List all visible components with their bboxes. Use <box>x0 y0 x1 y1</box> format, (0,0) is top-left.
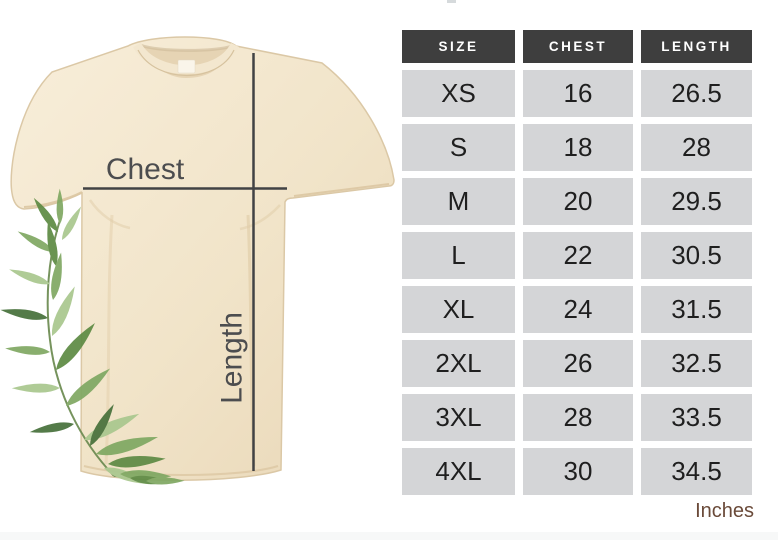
length-cell: 29.5 <box>641 178 752 225</box>
size-cell: M <box>402 178 515 225</box>
plant-decoration <box>0 188 185 491</box>
units-label: Inches <box>695 500 754 522</box>
header-length: LENGTH <box>641 30 752 63</box>
cropped-edge-artifact <box>447 0 456 3</box>
chest-cell: 26 <box>523 340 633 387</box>
chest-cell: 30 <box>523 448 633 495</box>
size-cell: XS <box>402 70 515 117</box>
neck-tag <box>177 59 196 74</box>
size-cell: L <box>402 232 515 279</box>
chest-cell: 20 <box>523 178 633 225</box>
size-cell: XL <box>402 286 515 333</box>
chest-cell: 16 <box>523 70 633 117</box>
length-cell: 30.5 <box>641 232 752 279</box>
chest-cell: 28 <box>523 394 633 441</box>
length-cell: 33.5 <box>641 394 752 441</box>
size-table: SIZE CHEST LENGTH XS 16 26.5 S 18 28 M 2… <box>402 30 752 495</box>
bottom-edge-strip <box>0 532 778 540</box>
length-cell: 31.5 <box>641 286 752 333</box>
header-chest: CHEST <box>523 30 633 63</box>
chest-label: Chest <box>106 153 185 186</box>
length-cell: 26.5 <box>641 70 752 117</box>
length-label: Length <box>216 312 249 404</box>
length-cell: 34.5 <box>641 448 752 495</box>
size-cell: 3XL <box>402 394 515 441</box>
size-cell: 2XL <box>402 340 515 387</box>
tshirt-graphic <box>10 36 395 482</box>
length-cell: 28 <box>641 124 752 171</box>
tshirt-measurement-diagram: Chest Length <box>0 36 395 491</box>
size-cell: S <box>402 124 515 171</box>
chest-cell: 22 <box>523 232 633 279</box>
chest-cell: 24 <box>523 286 633 333</box>
header-size: SIZE <box>402 30 515 63</box>
length-cell: 32.5 <box>641 340 752 387</box>
size-cell: 4XL <box>402 448 515 495</box>
chest-cell: 18 <box>523 124 633 171</box>
